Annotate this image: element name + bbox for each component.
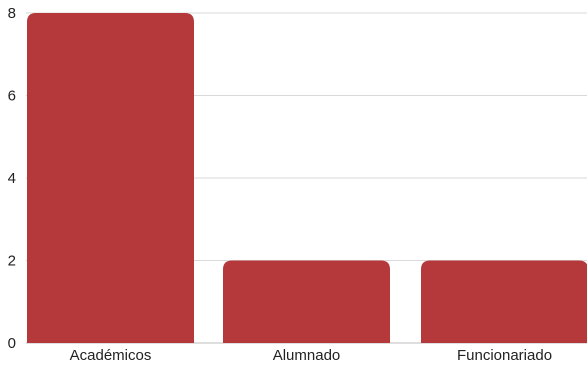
x-tick-label: Funcionariado: [457, 347, 552, 364]
x-tick-label: Alumnado: [273, 347, 341, 364]
bar-funcionariado: [421, 260, 587, 343]
bar-alumnado: [223, 260, 390, 343]
x-axis: Académicos Alumnado Funcionariado: [70, 347, 552, 364]
x-tick-label: Académicos: [70, 347, 152, 364]
y-tick-label: 4: [8, 170, 16, 187]
y-axis: 0 2 4 6 8: [8, 5, 16, 352]
bar-academicos: [27, 13, 194, 343]
y-tick-label: 8: [8, 5, 16, 22]
y-tick-label: 0: [8, 335, 16, 352]
y-tick-label: 2: [8, 253, 16, 270]
y-tick-label: 6: [8, 88, 16, 105]
bars: [27, 13, 587, 343]
